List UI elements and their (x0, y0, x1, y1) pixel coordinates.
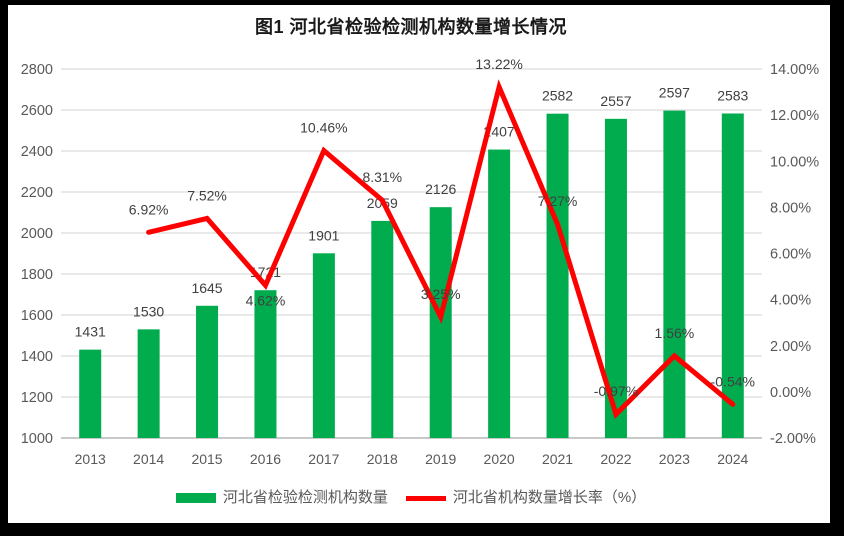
left-axis-tick-label: 1400 (21, 349, 53, 365)
bar-2018 (371, 220, 394, 438)
line-series-swatch (405, 495, 446, 501)
right-axis-tick-label: 6.00% (770, 247, 811, 263)
line-series-label: 河北省机构数量增长率（%） (452, 489, 647, 506)
line-label-2018: 8.31% (362, 169, 402, 185)
bar-2016 (254, 290, 277, 438)
bar-2024 (721, 113, 744, 439)
line-label-2020: 13.22% (475, 56, 522, 72)
bar-2019 (429, 207, 452, 438)
x-axis-label-2016: 2016 (250, 451, 281, 467)
x-axis-label-2013: 2013 (75, 451, 106, 467)
bar-label-2021: 2582 (542, 88, 573, 104)
left-axis-tick-label: 1800 (21, 267, 53, 283)
x-axis-label-2019: 2019 (425, 451, 456, 467)
chart-legend: 河北省检验检测机构数量 河北省机构数量增长率（%） (61, 487, 761, 509)
bar-label-2022: 2557 (600, 93, 631, 109)
right-axis-tick-label: 10.00% (770, 154, 819, 170)
x-axis-label-2015: 2015 (191, 451, 222, 467)
bar-2017 (312, 253, 335, 438)
line-label-2024: -0.54% (711, 373, 755, 389)
right-axis-tick-label: 12.00% (770, 108, 819, 124)
x-axis-label-2024: 2024 (717, 451, 748, 467)
growth-rate-line (146, 79, 736, 419)
bar-label-2024: 2583 (717, 87, 748, 103)
right-axis-tick-label: 4.00% (770, 293, 811, 309)
x-axis-label-2014: 2014 (133, 451, 164, 467)
bar-label-2023: 2597 (659, 85, 690, 101)
right-axis-tick-label: 2.00% (770, 339, 811, 355)
left-axis-tick-label: 1600 (21, 308, 53, 324)
legend-item-bars: 河北省检验检测机构数量 (175, 488, 388, 508)
bar-label-2014: 1530 (133, 303, 164, 319)
line-label-2023: 1.56% (655, 325, 695, 341)
bar-label-2017: 1901 (308, 227, 339, 243)
x-axis-label-2021: 2021 (542, 451, 573, 467)
x-axis-label-2022: 2022 (600, 451, 631, 467)
right-axis-tick-label: -2.00% (770, 431, 816, 447)
legend-item-line: 河北省机构数量增长率（%） (405, 488, 647, 508)
bar-2015 (196, 305, 219, 438)
bar-2021 (546, 113, 569, 438)
line-label-2021: 7.27% (538, 193, 578, 209)
line-label-2016: 4.62% (246, 292, 286, 308)
left-axis-tick-label: 1200 (21, 390, 53, 406)
bar-label-2019: 2126 (425, 181, 456, 197)
left-axis-tick-label: 2200 (21, 185, 53, 201)
line-label-2015: 7.52% (187, 187, 227, 203)
bar-series-label: 河北省检验检测机构数量 (222, 489, 388, 506)
line-label-2017: 10.46% (300, 120, 347, 136)
left-axis-tick-label: 2000 (21, 226, 53, 242)
left-axis-tick-label: 1000 (21, 431, 53, 447)
bar-label-2013: 1431 (75, 324, 106, 340)
right-axis-tick-label: 14.00% (770, 62, 819, 78)
left-axis-tick-label: 2800 (21, 62, 53, 78)
bar-2022 (604, 118, 627, 438)
line-label-2019: 3.25% (421, 286, 461, 302)
chart-title: 图1 河北省检验检测机构数量增长情况 (254, 17, 567, 37)
line-label-2022: -0.97% (594, 383, 638, 399)
x-axis-label-2020: 2020 (484, 451, 515, 467)
left-axis-tick-label: 2600 (21, 103, 53, 119)
right-axis-tick-label: 0.00% (770, 385, 811, 401)
line-label-2014: 6.92% (129, 201, 169, 217)
x-axis-label-2017: 2017 (308, 451, 339, 467)
bar-label-2015: 1645 (191, 280, 222, 296)
x-axis-label-2018: 2018 (367, 451, 398, 467)
x-axis-label-2023: 2023 (659, 451, 690, 467)
bar-2013 (79, 349, 102, 438)
right-axis-tick-label: 8.00% (770, 200, 811, 216)
bar-series-swatch (175, 493, 216, 503)
bar-2023 (663, 110, 686, 439)
bar-2020 (488, 149, 511, 438)
bar-2014 (137, 329, 160, 438)
left-axis-tick-label: 2400 (21, 144, 53, 160)
